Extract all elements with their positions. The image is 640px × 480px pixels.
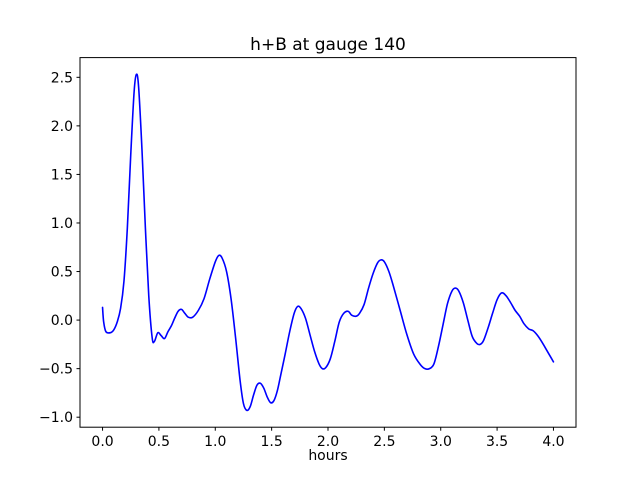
- data-line-h+B: [101, 73, 555, 412]
- x-tick-label: 3.5: [486, 434, 508, 450]
- x-tick-label: 0.0: [91, 434, 113, 450]
- y-tick-label: 2.5: [51, 70, 73, 86]
- x-tick-label: 4.0: [542, 434, 564, 450]
- x-axis-label: hours: [308, 448, 348, 464]
- y-tick-label: 0.0: [51, 313, 73, 329]
- axes-frame: [79, 57, 577, 428]
- y-tick-label: 1.0: [51, 216, 73, 232]
- x-tick-label: 3.0: [430, 434, 452, 450]
- x-tick-label: 1.0: [204, 434, 226, 450]
- y-tick-label: 2.0: [51, 119, 73, 135]
- chart-title: h+B at gauge 140: [250, 35, 406, 55]
- y-tick-label: 0.5: [51, 265, 73, 281]
- y-tick-label: 1.5: [51, 167, 73, 183]
- x-tick-label: 1.5: [261, 434, 283, 450]
- y-tick-label: −0.5: [39, 362, 73, 378]
- x-tick-label: 2.0: [317, 434, 339, 450]
- x-tick-label: 2.5: [373, 434, 395, 450]
- y-tick-label: −1.0: [39, 410, 73, 426]
- x-tick-label: 0.5: [148, 434, 170, 450]
